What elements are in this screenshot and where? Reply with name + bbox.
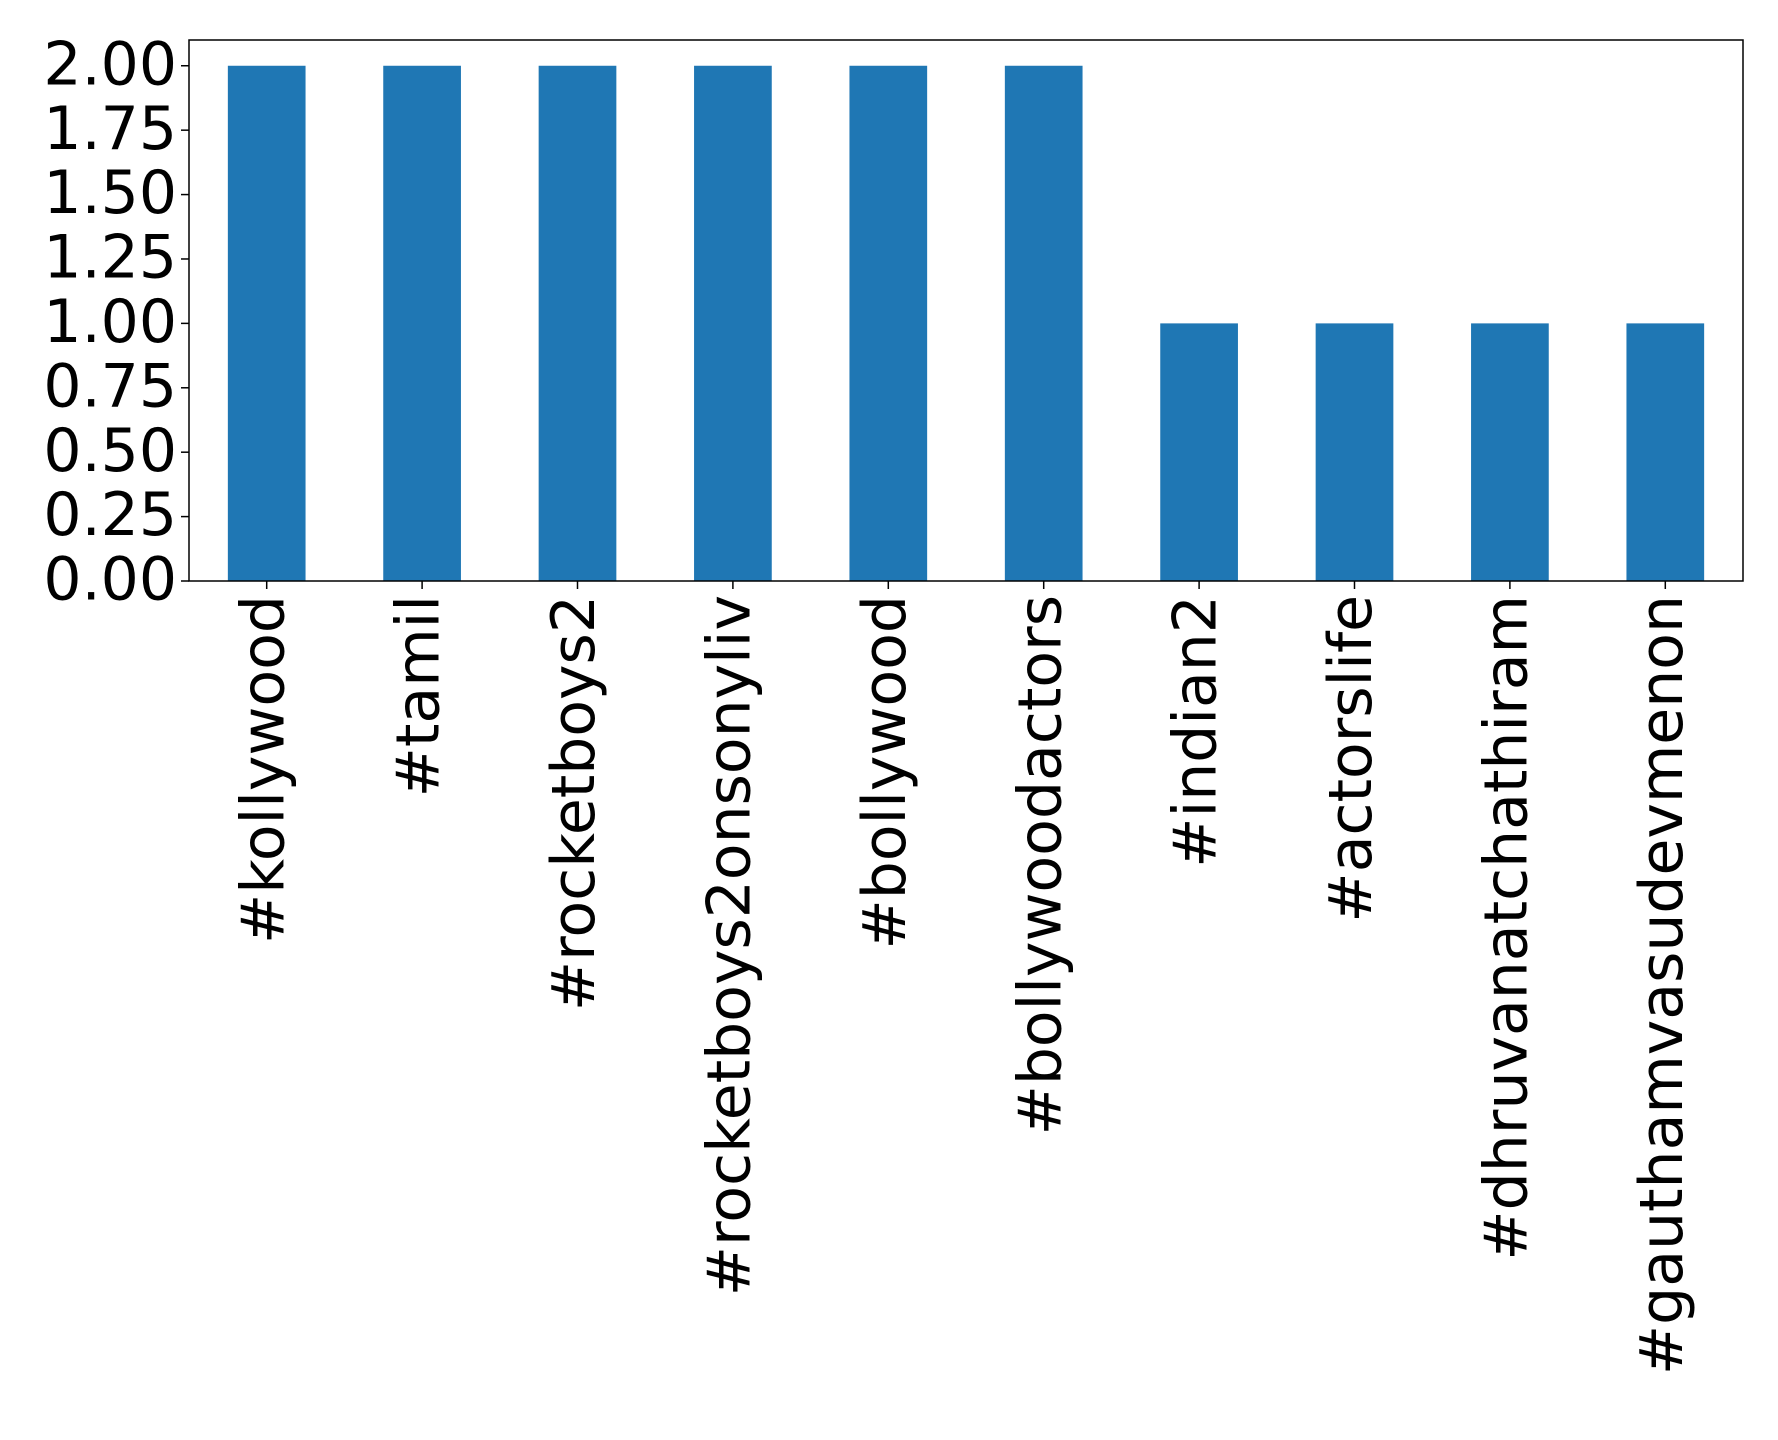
x-tick-label: #gauthamvasudevmenon [1627, 595, 1697, 1375]
y-tick-label: 1.75 [43, 94, 177, 164]
x-tick-label: #indian2 [1161, 595, 1231, 868]
bar [1315, 323, 1394, 581]
y-tick-label: 0.50 [43, 416, 177, 486]
y-tick-label: 1.50 [43, 158, 177, 228]
x-tick-label: #actorslife [1316, 595, 1386, 923]
bar [849, 65, 928, 581]
bar [694, 65, 772, 581]
bar [383, 65, 461, 581]
y-tick-label: 0.75 [43, 351, 177, 421]
bar [227, 65, 306, 581]
bar [1004, 65, 1083, 581]
plot-frame [188, 39, 1744, 582]
x-tick-label: #dhruvanatchathiram [1471, 595, 1541, 1261]
x-tick-label: #rocketboys2onsonyliv [694, 595, 764, 1296]
y-tick-label: 1.00 [43, 287, 177, 357]
bar [1471, 323, 1549, 581]
bar [1626, 323, 1705, 581]
y-tick-label: 1.25 [43, 223, 177, 293]
x-tick-label: #rocketboys2 [539, 595, 609, 1011]
x-tick-label: #tamil [384, 595, 454, 797]
x-tick-label: #bollywoodactors [1005, 595, 1075, 1135]
bar [538, 65, 617, 581]
x-tick-label: #bollywood [850, 595, 920, 950]
x-tick-label: #kollywood [228, 595, 298, 944]
y-tick-label: 2.00 [43, 29, 177, 99]
bar [1160, 323, 1238, 581]
y-tick-label: 0.25 [43, 480, 177, 550]
y-tick-label: 0.00 [43, 545, 177, 615]
